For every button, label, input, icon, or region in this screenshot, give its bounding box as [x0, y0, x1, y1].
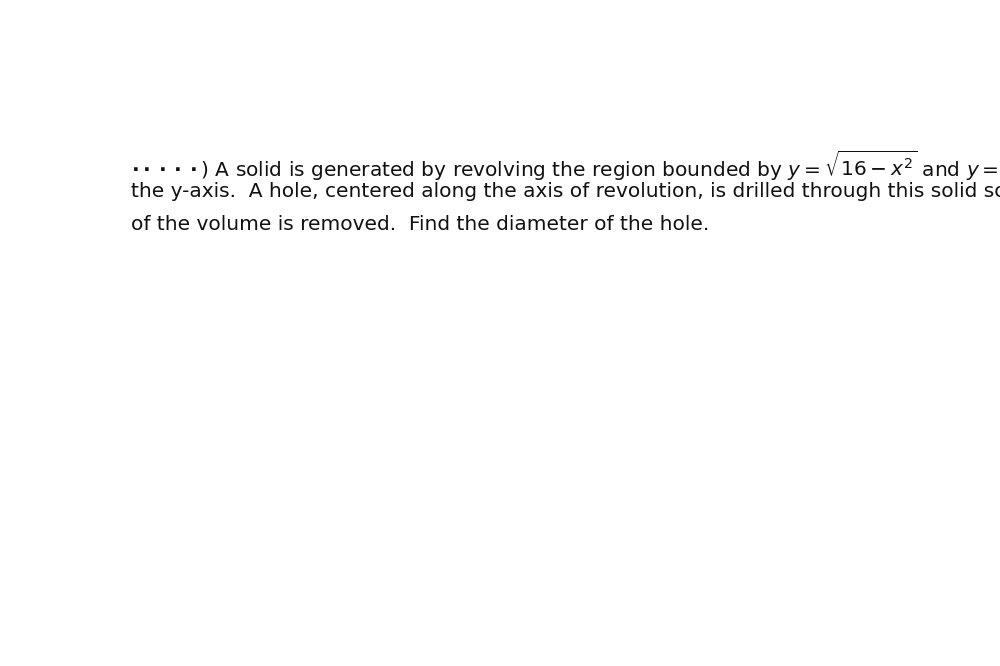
Text: of the volume is removed.  Find the diameter of the hole.: of the volume is removed. Find the diame… [131, 215, 709, 234]
Text: $\mathbf{\cdot\cdot\cdot\cdot\cdot}$) A solid is generated by revolving the regi: $\mathbf{\cdot\cdot\cdot\cdot\cdot}$) A … [131, 149, 1000, 183]
Text: the y-axis.  A hole, centered along the axis of revolution, is drilled through t: the y-axis. A hole, centered along the a… [131, 182, 1000, 202]
